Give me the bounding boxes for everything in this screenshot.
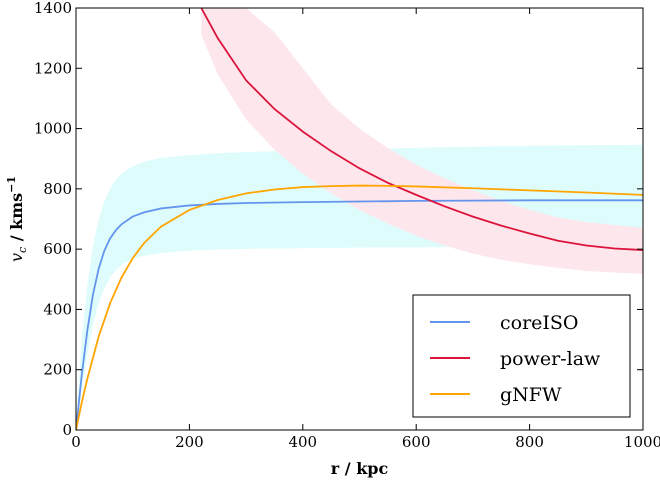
y-axis-label-unit: / kms (7, 193, 26, 247)
y-tick-label: 200 (43, 361, 72, 379)
y-tick-label: 800 (43, 180, 72, 198)
series-lines (76, 8, 643, 430)
legend-box (412, 294, 631, 418)
line-power-law (200, 8, 643, 251)
x-tick-label: 800 (515, 433, 544, 451)
x-tick-label: 400 (288, 433, 317, 451)
line-coreiso (76, 199, 643, 430)
x-axis-label: r / kpc (331, 459, 389, 478)
y-axis-label-var: v (7, 253, 26, 262)
x-tick-label: 1000 (624, 433, 660, 451)
plot-frame (75, 7, 644, 431)
y-axis-label-sub: c (16, 247, 29, 253)
legend-label-power-law: power-law (500, 348, 601, 370)
x-tick-label: 0 (71, 433, 81, 451)
y-tick-label: 1200 (34, 59, 72, 77)
y-tick-label: 400 (43, 300, 72, 318)
y-tick-label: 1400 (34, 0, 72, 17)
x-tick-label: 200 (175, 433, 204, 451)
y-tick-label: 600 (43, 240, 72, 258)
x-tick-label: 600 (402, 433, 431, 451)
y-tick-label: 1000 (34, 120, 72, 138)
legend-label-coreiso: coreISO (500, 312, 579, 334)
y-axis-label-sup: −1 (5, 176, 18, 193)
y-tick-label: 0 (62, 421, 72, 439)
line-gnfw (76, 184, 643, 430)
legend-label-gnfw: gNFW (500, 384, 562, 406)
y-axis-label: vc / kms−1 (5, 176, 29, 262)
legend: coreISO power-law gNFW (412, 294, 631, 418)
axis-ticks: 0 200 400 600 800 1000 0 200 400 600 800 1000 1200 14… (34, 0, 660, 451)
